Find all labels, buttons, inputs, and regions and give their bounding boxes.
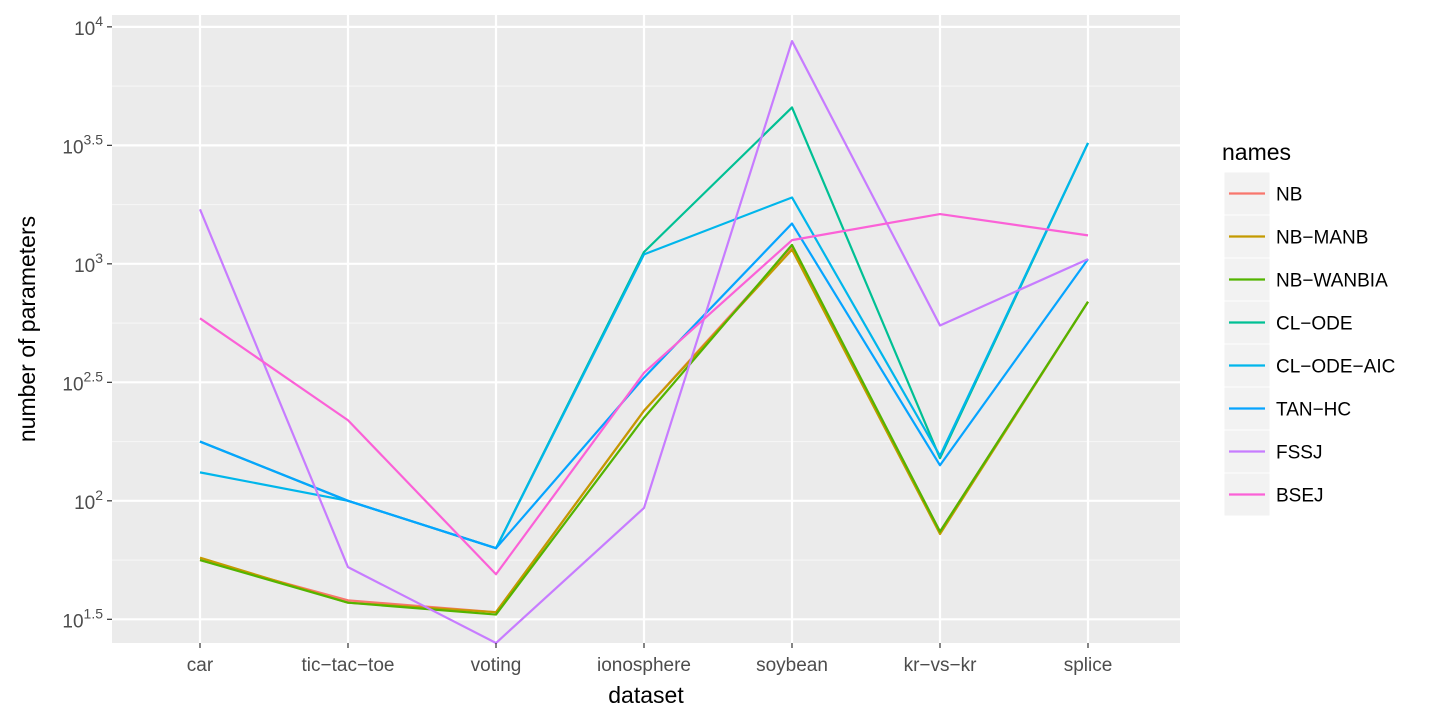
x-tick-label: splice [1064,655,1113,676]
legend-label-tan-hc: TAN−HC [1276,400,1351,421]
x-tick-label: soybean [756,655,828,676]
legend-label-cl-ode-aic: CL−ODE−AIC [1276,357,1395,378]
y-axis-title: number of parameters [14,216,40,442]
legend-label-nb-manb: NB−MANB [1276,228,1368,249]
x-tick-label: kr−vs−kr [904,655,978,676]
series-line-nb-wanbia [199,243,1089,616]
plot-panel [112,15,1180,643]
legend-label-nb-wanbia: NB−WANBIA [1276,271,1388,292]
y-tick-label: 103.5 [62,131,103,158]
series-layer [198,39,1089,645]
series-line-bsej [199,212,1089,576]
x-tick-label: tic−tac−toe [302,655,395,676]
y-tick-label: 103 [74,250,103,277]
axis-layer: 101.5 102 102.5 103 103.5 104 car tic−tac−toe vo… [62,13,1112,676]
series-line-tan-hc [199,222,1089,550]
legend-label-fssj: FSSJ [1276,443,1322,464]
grid-layer [112,15,1180,643]
series-line-fssj [198,39,1089,645]
legend-label-bsej: BSEJ [1276,486,1324,507]
x-axis-title: dataset [608,682,684,708]
y-tick-label: 102 [74,487,103,514]
y-tick-label: 102.5 [62,368,103,395]
legend-label-cl-ode: CL−ODE [1276,314,1353,335]
legend-title: names [1222,139,1291,165]
y-tick-label: 101.5 [62,605,103,632]
x-tick-label: voting [471,655,522,676]
legend: names NB NB−MANB NB−WANBIA CL−ODE CL−ODE−AIC… [1222,139,1395,517]
x-tick-label: car [187,655,214,676]
legend-items: NB NB−MANB NB−WANBIA CL−ODE CL−ODE−AIC TAN−HC… [1223,171,1395,517]
y-tick-label: 104 [74,13,103,40]
x-tick-label: ionosphere [597,655,691,676]
legend-label-nb: NB [1276,185,1302,206]
